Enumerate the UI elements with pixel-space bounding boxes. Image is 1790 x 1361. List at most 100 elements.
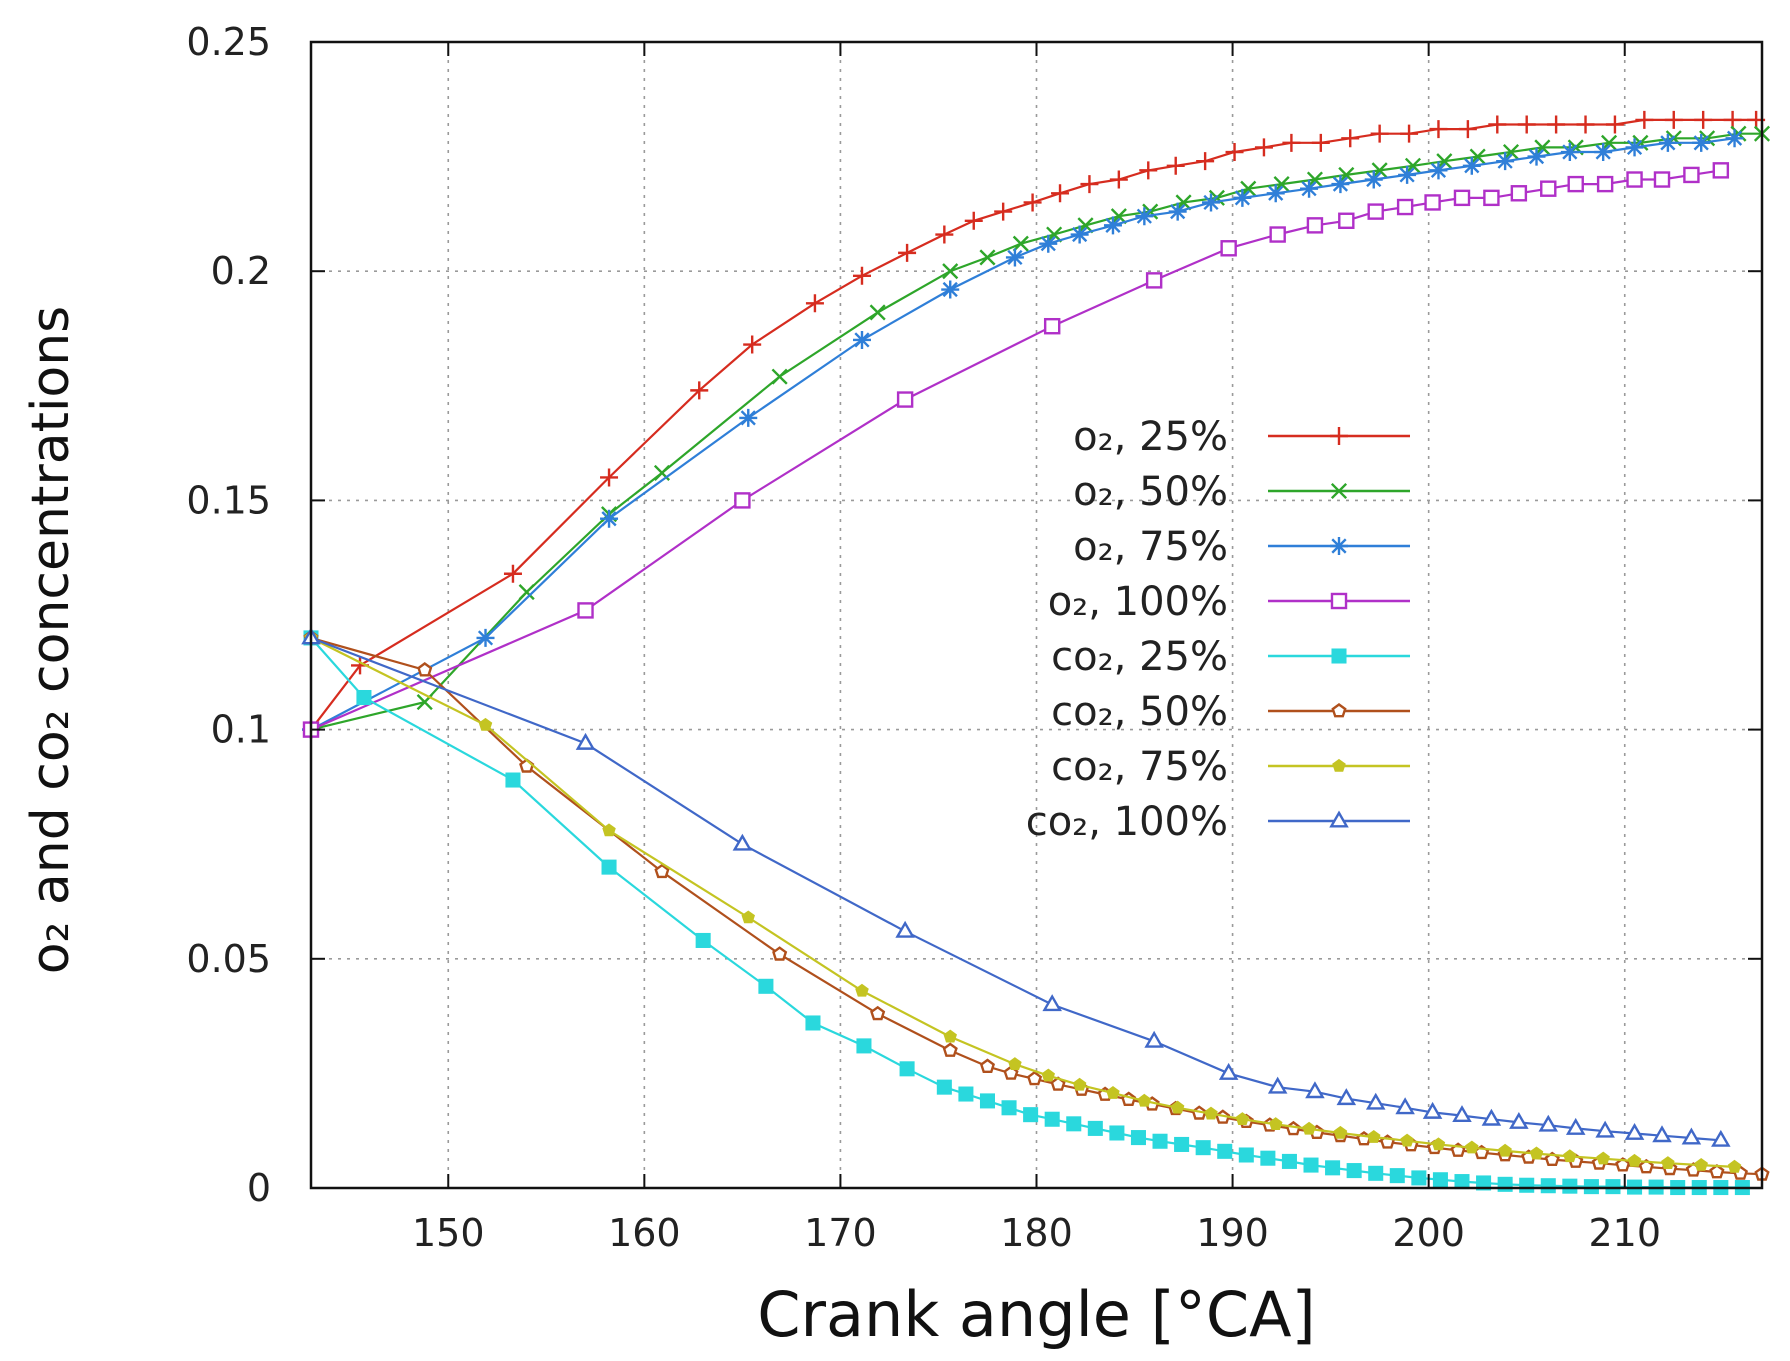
data-point [1051,184,1070,203]
data-point [1044,1111,1060,1127]
data-point [1422,1101,1443,1119]
data-point [1681,1127,1702,1145]
data-point [1432,1172,1448,1188]
data-point [1225,143,1244,162]
data-point [1595,1120,1615,1138]
data-point [356,689,372,706]
data-point [1001,1100,1017,1116]
data-point [1023,193,1042,212]
data-point [1204,1106,1218,1120]
data-point [1260,1150,1276,1166]
data-point [518,584,535,601]
data-point [1661,1156,1675,1169]
legend-item: o₂, 50% [1073,469,1410,515]
data-point [935,225,954,244]
data-point [772,946,788,961]
data-point [1367,1129,1381,1143]
data-point [654,863,670,879]
data-point [1596,175,1614,193]
data-point [1367,203,1384,220]
data-point [1465,1140,1479,1154]
data-point [1625,138,1644,157]
legend-item: co₂, 75% [1051,744,1410,790]
data-point [1330,427,1348,445]
data-point [1269,1117,1283,1130]
data-point [503,564,522,583]
data-point [1560,143,1579,162]
data-point [1605,1179,1621,1195]
data-point [1576,115,1595,134]
data-point [805,294,824,313]
data-point [1306,217,1324,234]
data-point [1395,1097,1415,1115]
data-point [602,823,616,837]
data-point [1711,1129,1731,1147]
data-point [600,468,619,487]
series-3 [302,129,1744,739]
data-point [734,492,751,509]
data-point [1338,212,1355,229]
data-point [743,335,762,354]
data-point [1269,226,1286,243]
data-point [1329,810,1349,828]
data-point [1567,175,1584,193]
data-point [1605,115,1624,134]
data-point [1109,1125,1125,1141]
data-point [1723,110,1742,129]
data-point [805,1015,821,1031]
data-point [1281,1153,1297,1169]
data-point [1341,129,1360,148]
data-point [1008,1057,1022,1070]
data-point [1233,188,1252,207]
data-point [1331,703,1347,718]
series-8 [301,627,1731,1147]
data-point [1509,1111,1529,1129]
data-point [979,1058,996,1074]
data-point [1302,1121,1316,1135]
data-point [1462,156,1481,175]
series-7 [304,630,1742,1173]
legend-label: o₂, 75% [1073,524,1228,570]
y-tick-label: 0.1 [211,708,271,752]
data-point [852,330,871,349]
data-point [1238,1147,1254,1163]
data-point [1368,1165,1384,1181]
data-point [852,266,871,285]
data-point [1400,1133,1414,1147]
data-point [1050,1076,1066,1091]
data-point [1540,180,1557,197]
data-point [1332,758,1346,772]
data-point [1070,225,1089,244]
data-point [1712,162,1730,179]
ticks: 150 160 170 180 190 200 210 0 0.05 0.1 0.15 0.2 0.25 [186,20,1762,1255]
data-point [1615,1157,1631,1172]
data-point [895,920,915,938]
y-tick-label: 0.2 [211,249,271,293]
data-point [943,1029,957,1043]
data-point [1174,1136,1190,1152]
data-point [1144,1030,1164,1048]
data-point [1498,1143,1512,1157]
data-point [1458,120,1477,139]
data-point [732,833,753,851]
data-point [1370,124,1389,143]
data-point [1282,133,1301,152]
data-point [1026,1070,1043,1086]
y-tick-label: 0 [247,1166,271,1210]
data-point [979,249,996,266]
data-point [1583,1179,1599,1195]
data-point [771,368,788,385]
data-point [1043,317,1061,335]
legend-item: co₂, 25% [1051,634,1410,680]
y-tick-label: 0.15 [186,478,271,522]
x-axis-title: Crank angle [°CA] [757,1278,1315,1351]
data-point [1563,1149,1577,1163]
data-point [1311,133,1330,152]
data-point [1683,166,1700,184]
data-point [1624,1122,1645,1140]
data-point [1217,1143,1233,1159]
data-point [1510,185,1528,202]
data-point [1562,1178,1578,1194]
data-point [1202,193,1221,212]
legend-label: co₂, 25% [1051,634,1228,680]
